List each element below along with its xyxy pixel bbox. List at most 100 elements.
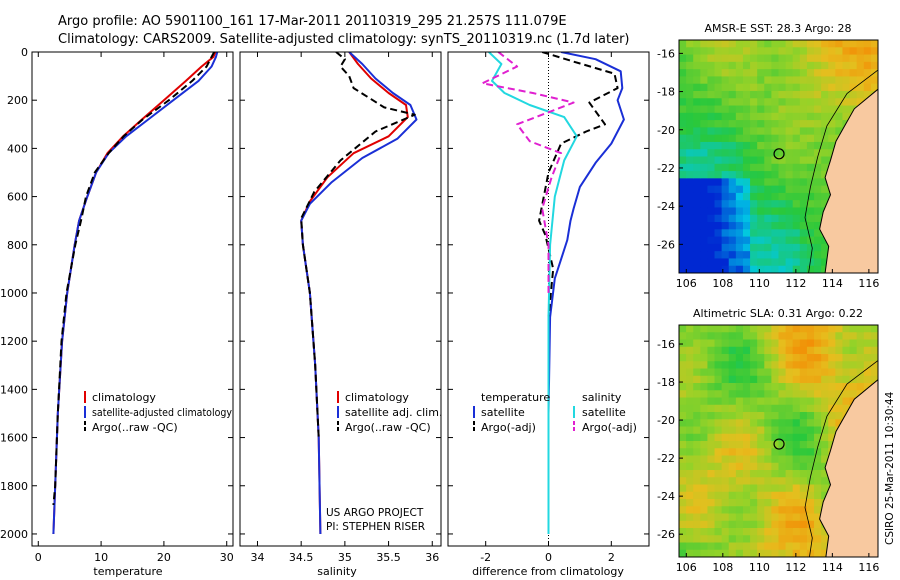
field-cell [686, 69, 694, 78]
field-cell [714, 207, 723, 216]
field-cell [686, 214, 694, 223]
field-cell [771, 361, 780, 370]
field-cell [728, 214, 737, 223]
field-cell [728, 171, 737, 179]
sst-field [679, 40, 878, 273]
field-cell [785, 346, 794, 355]
field-cell [792, 412, 801, 420]
sla-map-title: Altimetric SLA: 0.31 Argo: 0.22 [693, 307, 863, 320]
field-cell [821, 426, 829, 435]
field-cell [757, 229, 765, 238]
field-cell [799, 470, 808, 478]
field-cell [799, 448, 808, 457]
field-cell [721, 441, 730, 449]
field-cell [700, 141, 709, 150]
field-cell [870, 375, 878, 384]
field-cell [750, 258, 758, 267]
field-cell [771, 520, 780, 529]
field-cell [764, 112, 772, 121]
field-cell [799, 40, 808, 48]
map-y-tick-label: -18 [657, 86, 675, 99]
field-cell [714, 339, 723, 348]
map-x-tick-label: 110 [749, 561, 770, 574]
field-cell [735, 105, 744, 114]
y-tick-label: 800 [7, 239, 28, 252]
field-cell [686, 419, 694, 428]
field-cell [679, 98, 687, 107]
field-cell [693, 200, 701, 209]
field-cell [806, 506, 815, 515]
field-cell [814, 542, 822, 551]
field-cell [742, 339, 751, 348]
field-cell [721, 105, 730, 114]
field-cell [707, 163, 716, 172]
field-cell [771, 375, 780, 384]
field-cell [679, 368, 687, 377]
field-cell [785, 390, 794, 399]
field-cell [750, 339, 758, 348]
field-cell [679, 477, 687, 486]
field-cell [742, 141, 751, 150]
field-cell [814, 200, 822, 209]
field-cell [721, 214, 730, 223]
field-cell [814, 390, 822, 399]
field-cell [735, 251, 744, 260]
field-cell [700, 98, 709, 107]
field-cell [700, 375, 709, 384]
field-cell [735, 200, 744, 209]
field-cell [707, 412, 716, 420]
field-cell [714, 47, 723, 56]
field-cell [693, 332, 701, 341]
field-cell [679, 448, 687, 457]
field-cell [771, 134, 780, 143]
field-cell [842, 383, 851, 391]
field-cell [721, 120, 730, 128]
field-cell [757, 90, 765, 99]
field-cell [679, 141, 687, 150]
field-cell [686, 105, 694, 114]
field-cell [814, 535, 822, 544]
field-cell [757, 477, 765, 486]
field-cell [750, 105, 758, 114]
field-cell [835, 397, 844, 406]
field-cell [828, 426, 836, 435]
field-cell [792, 98, 801, 107]
field-cell [785, 448, 794, 457]
field-cell [799, 200, 808, 209]
field-cell [721, 354, 730, 362]
field-cell [814, 346, 822, 355]
field-cell [771, 251, 780, 260]
field-cell [799, 383, 808, 391]
field-cell [728, 484, 737, 493]
field-cell [792, 404, 801, 413]
field-cell [757, 141, 765, 150]
field-cell [700, 40, 709, 48]
field-cell [778, 127, 787, 136]
field-cell [721, 397, 730, 406]
field-cell [742, 83, 751, 92]
field-cell [707, 243, 716, 252]
field-cell [814, 229, 822, 238]
field-cell [778, 419, 787, 428]
field-cell [792, 222, 801, 230]
field-cell [814, 448, 822, 457]
field-cell [693, 258, 701, 267]
field-cell [778, 98, 787, 107]
map-x-tick-label: 114 [822, 561, 843, 574]
field-cell [778, 455, 787, 464]
field-cell [757, 185, 765, 194]
field-cell [679, 265, 687, 273]
field-cell [814, 214, 822, 223]
field-cell [828, 354, 836, 362]
field-cell [799, 549, 808, 557]
field-cell [757, 325, 765, 333]
field-cell [814, 455, 822, 464]
field-cell [771, 47, 780, 56]
field-cell [750, 404, 758, 413]
field-cell [714, 112, 723, 121]
field-cell [728, 375, 737, 384]
field-cell [771, 368, 780, 377]
field-cell [856, 83, 865, 92]
field-cell [750, 426, 758, 435]
